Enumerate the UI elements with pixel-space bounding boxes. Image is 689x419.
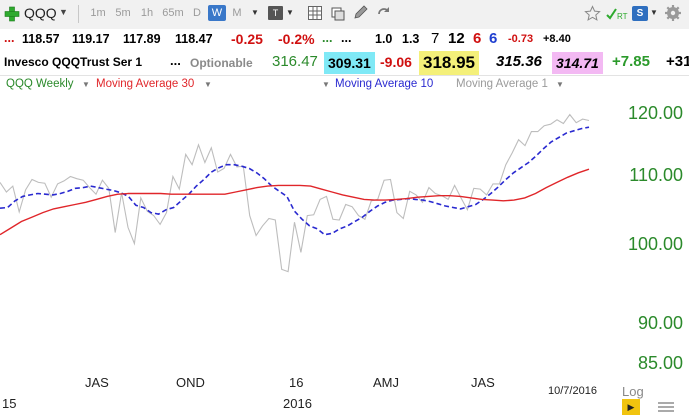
y-tick-110: 110.00	[629, 165, 683, 185]
quote-open: 118.57	[22, 32, 60, 46]
interval-5m[interactable]: 5m	[115, 7, 131, 19]
current-date-label: 10/7/2016	[548, 385, 597, 397]
s-badge-dropdown-icon[interactable]: ▼	[650, 8, 658, 17]
info-value-2: 309.31	[324, 52, 375, 74]
info-value-4: 318.95	[419, 51, 479, 75]
quote-dots-2: ...	[322, 31, 333, 45]
text-tool-dropdown-icon[interactable]: ▼	[286, 8, 294, 17]
y-tick-100: 100.00	[627, 234, 683, 254]
add-symbol-icon[interactable]	[4, 6, 20, 22]
x-year-label: 2016	[283, 396, 312, 411]
symbol-label[interactable]: QQQ	[24, 5, 57, 21]
chart-toolbar: QQQ ▼ 1m 5m 1h 65m D W M ▼ T ▼ RT S ▼	[0, 0, 689, 30]
y-tick-90: 90.00	[637, 313, 683, 333]
draw-pencil-icon[interactable]	[353, 5, 368, 20]
interval-1m[interactable]: 1m	[90, 7, 106, 19]
chart-plot-area	[0, 113, 590, 273]
info-value-8: +31	[666, 53, 689, 70]
info-value-5: 315.36	[496, 53, 542, 70]
legend-ma10[interactable]: Moving Average 10	[335, 78, 434, 90]
ma1-price-line	[0, 113, 590, 273]
quote-dots-3: ...	[341, 31, 352, 45]
quote-stat-2: 1.3	[402, 32, 420, 46]
svg-text:RT: RT	[617, 12, 628, 21]
text-tool-icon[interactable]: T	[268, 6, 283, 20]
quote-row: ... 118.57 119.17 117.89 118.47 -0.25 -0…	[0, 29, 689, 51]
quote-stat-5: 6	[473, 30, 482, 47]
interval-m[interactable]: M	[232, 7, 242, 19]
quote-dots: ...	[4, 31, 15, 45]
symbol-dropdown-icon[interactable]: ▼	[59, 7, 68, 17]
log-scale-toggle[interactable]: Log	[622, 384, 644, 399]
info-value-7: +7.85	[612, 53, 650, 70]
s-badge-icon[interactable]: S	[632, 6, 648, 21]
legend-ma1[interactable]: Moving Average 1	[456, 78, 548, 90]
x-label-jas-2: JAS	[471, 375, 495, 390]
refresh-icon[interactable]	[376, 5, 392, 21]
x-label-amj: AMJ	[373, 375, 399, 390]
interval-separator	[78, 5, 79, 23]
quote-change-pct: -0.2%	[278, 31, 315, 47]
info-value-1: 316.47	[272, 53, 318, 70]
security-name: Invesco QQQTrust Ser 1	[4, 55, 143, 69]
y-axis: 120.00 110.00 100.00 90.00 85.00	[616, 94, 689, 374]
quote-stat-6: 6	[489, 30, 498, 47]
legend-qqq-dropdown-icon[interactable]: ▼	[82, 80, 90, 89]
optionable-label: Optionable	[190, 56, 253, 70]
scroll-end-icon[interactable]: ▶	[622, 399, 640, 415]
quote-stat-4: 12	[448, 30, 465, 47]
legend-ma1-dropdown-icon[interactable]: ▼	[556, 80, 564, 89]
quote-low: 117.89	[123, 32, 161, 46]
legend-ma30[interactable]: Moving Average 30	[96, 78, 195, 90]
ma10-line	[0, 126, 590, 236]
quote-stat-1: 1.0	[375, 32, 393, 46]
x-label-jas-1: JAS	[85, 375, 109, 390]
legend-qqq-weekly[interactable]: QQQ Weekly	[6, 78, 74, 90]
quote-close: 118.47	[175, 32, 213, 46]
scroll-thumb-icon[interactable]	[654, 400, 678, 414]
interval-w[interactable]: W	[208, 5, 226, 21]
realtime-icon[interactable]: RT	[603, 5, 629, 23]
quote-stat-3: 7	[431, 30, 440, 47]
y-tick-85: 85.00	[637, 353, 683, 373]
chart-legend: QQQ Weekly ▼ Moving Average 30 ▼ ▼ Movin…	[0, 76, 689, 94]
x-label-left: 15	[2, 396, 17, 411]
info-dots: ...	[170, 53, 181, 68]
interval-dropdown-icon[interactable]: ▼	[251, 8, 259, 17]
y-tick-120: 120.00	[627, 103, 683, 123]
quote-high: 119.17	[72, 32, 110, 46]
favorite-star-icon[interactable]	[584, 5, 601, 22]
quote-change: -0.25	[231, 31, 263, 47]
ma30-line	[0, 168, 590, 236]
legend-ma10-dropdown-icon[interactable]: ▼	[322, 80, 330, 89]
x-label-ond: OND	[176, 375, 205, 390]
interval-65m[interactable]: 65m	[162, 7, 184, 19]
legend-ma30-dropdown-icon[interactable]: ▼	[204, 80, 212, 89]
price-chart[interactable]: 120.00 110.00 100.00 90.00 85.00 JAS OND…	[0, 94, 689, 417]
layers-icon[interactable]	[330, 5, 346, 21]
quote-stat-7: -0.73	[508, 33, 534, 45]
info-value-3: -9.06	[380, 54, 412, 70]
interval-1h[interactable]: 1h	[140, 7, 154, 19]
settings-icon[interactable]	[664, 4, 682, 22]
x-label-16: 16	[289, 375, 304, 390]
quote-stat-8: +8.40	[543, 33, 571, 45]
info-row: Invesco QQQTrust Ser 1 ... Optionable 31…	[0, 51, 689, 76]
table-icon[interactable]	[308, 6, 322, 20]
info-value-6: 314.71	[552, 52, 603, 74]
interval-d[interactable]: D	[193, 7, 201, 19]
